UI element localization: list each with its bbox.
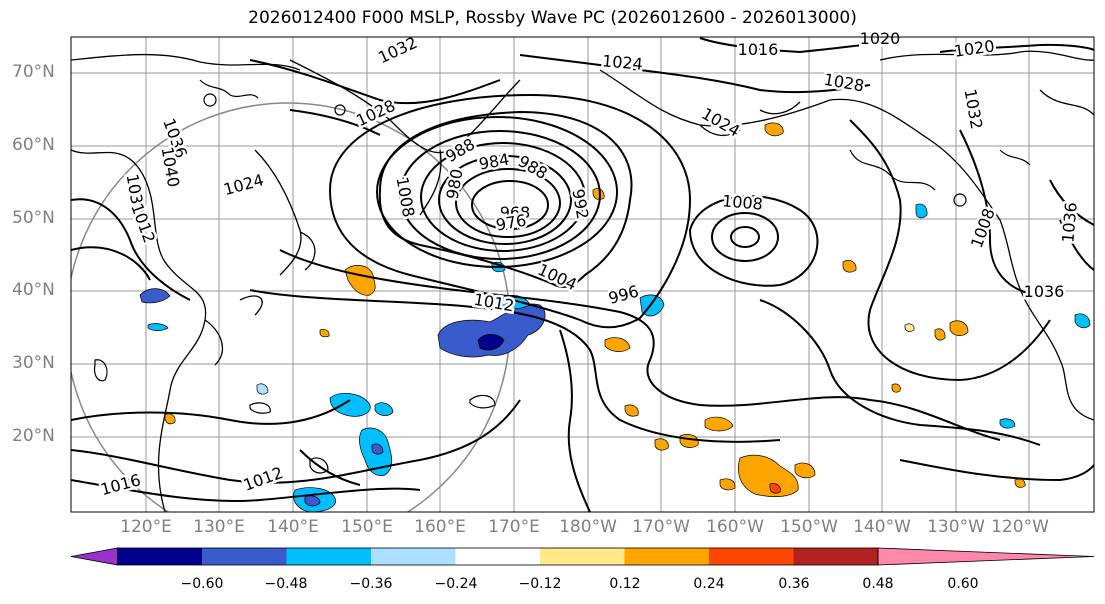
chart-title: 2026012400 F000 MSLP, Rossby Wave PC (20… xyxy=(248,8,857,28)
colorbar-bin xyxy=(371,548,456,565)
lon-label-170w: 170°W xyxy=(632,517,690,537)
colorbar-tick: −0.60 xyxy=(180,576,224,592)
isobar-label: 1036 xyxy=(1024,282,1065,301)
colorbar-tick: 0.12 xyxy=(609,576,641,592)
lat-label-20n: 20°N xyxy=(12,426,55,446)
lat-label-50n: 50°N xyxy=(12,208,55,228)
minor-contours xyxy=(93,79,1031,474)
isobar-label: 1020 xyxy=(860,29,901,48)
lon-label-160e: 160°E xyxy=(414,517,466,537)
isobar-label: 1036 xyxy=(1058,201,1080,243)
isobar-label: 968 xyxy=(500,203,531,222)
colorbar-extend-high xyxy=(877,547,1095,566)
isobars xyxy=(71,37,1094,512)
map-area xyxy=(71,37,1094,512)
isobar-label: 1020 xyxy=(860,29,901,48)
colorbar-bin xyxy=(455,548,541,565)
lon-label-150w: 150°W xyxy=(780,517,838,537)
anomaly-shading xyxy=(139,122,1091,512)
isobar-label: 1016 xyxy=(738,40,779,59)
colorbar-extend-low xyxy=(70,547,118,566)
lon-label-160w: 160°W xyxy=(706,517,764,537)
lon-label-120e: 120°E xyxy=(120,517,172,537)
colorbar-tick: −0.36 xyxy=(349,576,393,592)
colorbar-bin xyxy=(793,548,879,565)
isobar-label: 1016 xyxy=(738,40,779,59)
colorbar-bin xyxy=(202,548,287,565)
lon-label-130e: 130°E xyxy=(193,517,245,537)
colorbar-tick: 0.36 xyxy=(778,576,810,592)
lat-label-40n: 40°N xyxy=(12,280,55,300)
colorbar-tick: −0.12 xyxy=(518,576,562,592)
colorbar-tick: −0.48 xyxy=(264,576,308,592)
colorbar-tick: 0.60 xyxy=(947,576,979,592)
lat-label-60n: 60°N xyxy=(12,135,55,155)
lon-label-130w: 130°W xyxy=(927,517,985,537)
lon-label-170e: 170°E xyxy=(488,517,540,537)
isobar-label: 1036 xyxy=(1024,282,1065,301)
lon-label-140e: 140°E xyxy=(267,517,319,537)
colorbar-bin xyxy=(624,548,710,565)
colorbar-tick: 0.24 xyxy=(693,576,725,592)
lat-label-70n: 70°N xyxy=(12,62,55,82)
isobar-label: 1008 xyxy=(721,191,763,213)
colorbar-bin xyxy=(117,548,203,565)
lon-label-150e: 150°E xyxy=(341,517,393,537)
colorbar xyxy=(70,547,1095,566)
lat-label-30n: 30°N xyxy=(12,353,55,373)
lon-label-120w: 120°W xyxy=(991,517,1049,537)
lon-label-180w: 180°W xyxy=(559,517,617,537)
isobar-label: 968 xyxy=(500,203,531,222)
colorbar-tick: −0.24 xyxy=(434,576,478,592)
colorbar-bin xyxy=(709,548,794,565)
isobar-label: 1024 xyxy=(601,51,643,73)
map-border xyxy=(70,36,1095,513)
colorbar-tick: 0.48 xyxy=(862,576,894,592)
colorbar-bin xyxy=(540,548,625,565)
lon-label-140w: 140°W xyxy=(853,517,911,537)
colorbar-frame xyxy=(117,547,879,566)
colorbar-bin xyxy=(286,548,372,565)
